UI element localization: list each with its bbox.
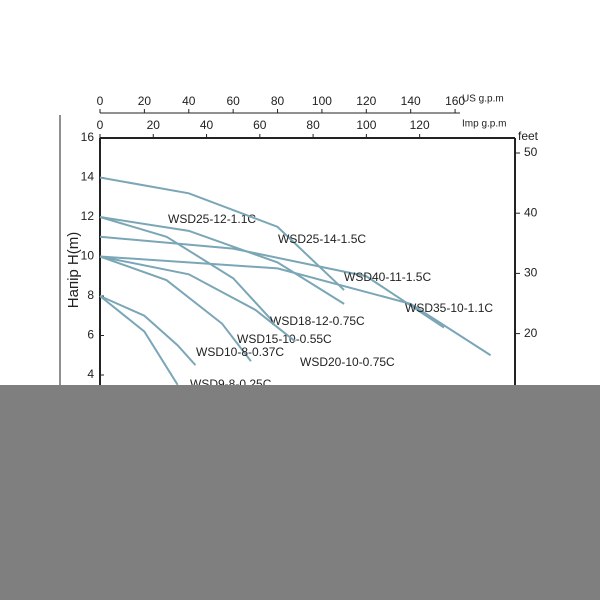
pump-curve <box>99 255 296 343</box>
x-axis-label: US g.p.m <box>462 94 504 105</box>
y-tick-label: 10 <box>81 249 95 263</box>
x-tick-label: 0 <box>97 94 104 108</box>
y2-axis-label: feet <box>518 129 539 143</box>
x-tick-label: 100 <box>312 94 332 108</box>
curve-label: WSD25-14-1.5C <box>278 232 366 246</box>
pump-curve <box>99 216 345 305</box>
curve-label: WSD35-10-1.1C <box>405 301 493 315</box>
y-tick-label: 8 <box>87 288 94 302</box>
x-tick-label: 160 <box>445 94 465 108</box>
y2-tick-label: 50 <box>524 145 538 159</box>
curve-label: WSD18-12-0.75C <box>270 314 365 328</box>
x2-tick-label: 0 <box>97 118 104 132</box>
pump-curve <box>99 295 179 386</box>
x2-tick-label: 60 <box>253 118 267 132</box>
pump-curve <box>99 255 252 362</box>
x2-tick-label: 80 <box>306 118 320 132</box>
pump-curve <box>99 216 274 323</box>
y-axis-label: Напір H(m) <box>65 232 82 308</box>
pump-curve <box>99 295 197 366</box>
x2-tick-label: 100 <box>356 118 376 132</box>
x-tick-label: 80 <box>271 94 285 108</box>
x2-axis-label: Imp g.p.m <box>462 119 506 130</box>
x-tick-label: 140 <box>401 94 421 108</box>
x-tick-label: 120 <box>356 94 376 108</box>
pump-curve <box>99 176 345 291</box>
pump-curve <box>99 255 492 357</box>
y-tick-label: 12 <box>81 209 95 223</box>
y2-tick-label: 40 <box>524 205 538 219</box>
y-tick-label: 4 <box>87 367 94 381</box>
y2-tick-label: 30 <box>524 266 538 280</box>
curve-label: WSD20-10-0.75C <box>300 355 395 369</box>
x-tick-label: 20 <box>138 94 152 108</box>
x2-tick-label: 120 <box>410 118 430 132</box>
occluding-overlay <box>0 385 600 600</box>
x2-tick-label: 40 <box>200 118 214 132</box>
curve-label: WSD25-12-1.1C <box>168 212 256 226</box>
x-tick-label: 60 <box>226 94 240 108</box>
curve-label: WSD15-10-0.55C <box>237 332 332 346</box>
curve-label: WSD10-8-0.37C <box>196 345 284 359</box>
y-tick-label: 16 <box>81 130 95 144</box>
y2-tick-label: 20 <box>524 326 538 340</box>
x-tick-label: 40 <box>182 94 196 108</box>
y-tick-label: 14 <box>81 170 95 184</box>
x2-tick-label: 20 <box>147 118 161 132</box>
curve-label: WSD40-11-1.5C <box>344 270 431 284</box>
y-tick-label: 6 <box>87 328 94 342</box>
